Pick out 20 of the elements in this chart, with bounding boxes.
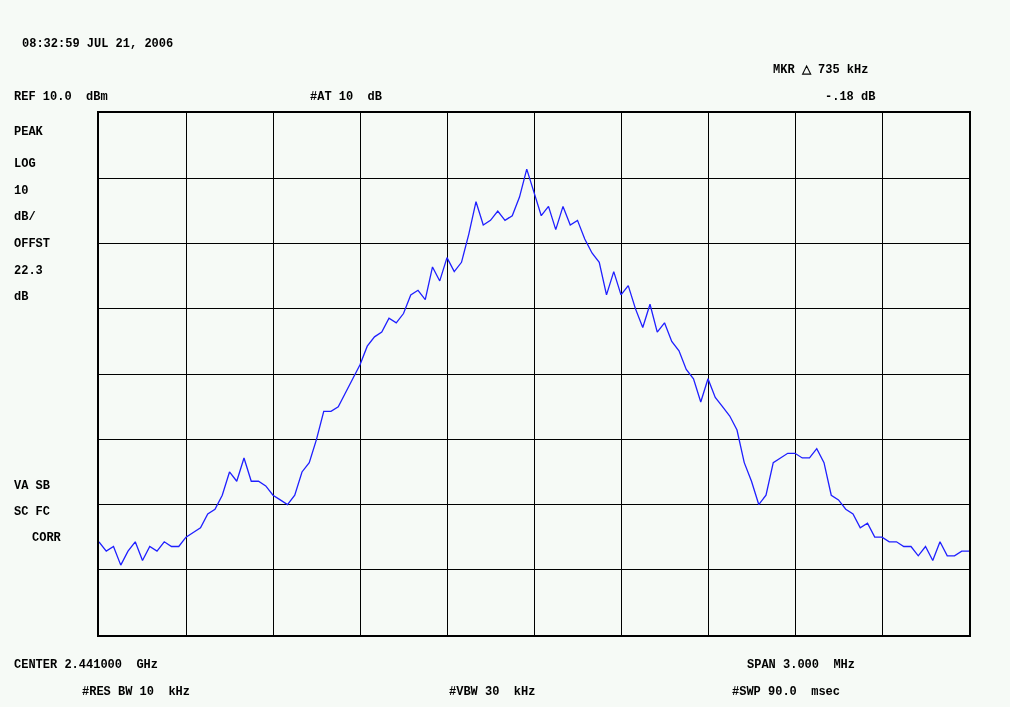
text: REF 10.0 dBm	[14, 90, 108, 104]
text: 10	[14, 184, 29, 198]
text: MKR △ 735 kHz	[773, 63, 869, 77]
text: 08:32:59 JUL 21, 2006	[22, 37, 174, 51]
text: SC FC	[14, 505, 51, 519]
text: VA SB	[14, 479, 51, 493]
text: SPAN 3.000 MHz	[747, 658, 856, 672]
text: PEAK	[14, 125, 44, 139]
text: dB/	[14, 210, 36, 224]
text: #AT 10 dB	[310, 90, 383, 104]
text: -.18 dB	[825, 90, 876, 104]
text: LOG	[14, 157, 36, 171]
text: CORR	[32, 531, 62, 545]
text: #VBW 30 kHz	[449, 685, 536, 699]
text: dB	[14, 290, 29, 304]
text: #RES BW 10 kHz	[82, 685, 191, 699]
text: OFFST	[14, 237, 51, 251]
text: #SWP 90.0 msec	[732, 685, 841, 699]
text: CENTER 2.441000 GHz	[14, 658, 159, 672]
text: 22.3	[14, 264, 43, 278]
